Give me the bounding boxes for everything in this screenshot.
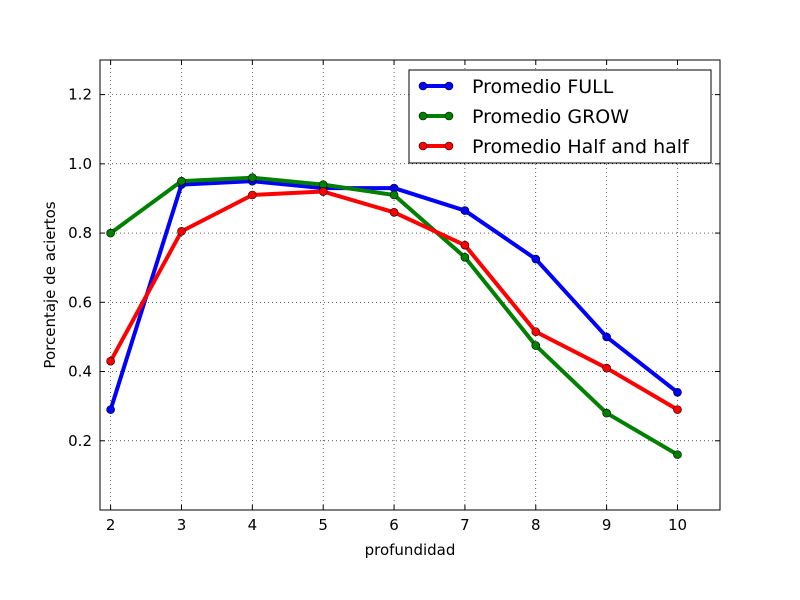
data-point <box>390 191 398 199</box>
data-point <box>390 208 398 216</box>
data-point <box>673 451 681 459</box>
x-tick-label: 7 <box>460 516 470 534</box>
y-tick-label: 0.6 <box>68 293 92 311</box>
data-point <box>248 191 256 199</box>
data-point <box>532 255 540 263</box>
x-tick-label: 9 <box>602 516 612 534</box>
y-tick-label: 0.2 <box>68 432 92 450</box>
legend-label: Promedio GROW <box>472 106 629 128</box>
data-point <box>107 229 115 237</box>
data-point <box>532 328 540 336</box>
legend-marker <box>419 142 427 150</box>
legend-marker <box>419 112 427 120</box>
legend-marker <box>419 82 427 90</box>
data-point <box>673 406 681 414</box>
y-axis-label: Porcentaje de aciertos <box>41 201 59 368</box>
data-point <box>461 207 469 215</box>
data-point <box>107 406 115 414</box>
x-tick-label: 6 <box>389 516 399 534</box>
data-point <box>177 227 185 235</box>
x-tick-label: 5 <box>318 516 328 534</box>
data-point <box>461 253 469 261</box>
legend: Promedio FULL Promedio GROW Promedio Half … <box>409 70 711 163</box>
y-tick-label: 1.0 <box>68 155 92 173</box>
x-tick-label: 8 <box>531 516 541 534</box>
legend-marker <box>445 82 453 90</box>
legend-marker <box>445 142 453 150</box>
y-tick-label: 0.8 <box>68 224 92 242</box>
legend-marker <box>445 112 453 120</box>
y-tick-label: 1.2 <box>68 86 92 104</box>
data-point <box>532 342 540 350</box>
data-point <box>461 241 469 249</box>
data-point <box>177 177 185 185</box>
x-tick-label: 3 <box>177 516 187 534</box>
data-point <box>107 357 115 365</box>
legend-label: Promedio FULL <box>472 76 614 98</box>
x-tick-label: 4 <box>248 516 258 534</box>
data-point <box>603 409 611 417</box>
y-tick-label: 0.4 <box>68 363 92 381</box>
legend-label: Promedio Half and half <box>472 136 690 158</box>
data-point <box>673 388 681 396</box>
data-point <box>603 333 611 341</box>
data-point <box>603 364 611 372</box>
data-point <box>248 174 256 182</box>
x-axis-label: profundidad <box>365 541 456 559</box>
x-tick-label: 2 <box>106 516 116 534</box>
x-tick-label: 10 <box>668 516 687 534</box>
data-point <box>319 188 327 196</box>
